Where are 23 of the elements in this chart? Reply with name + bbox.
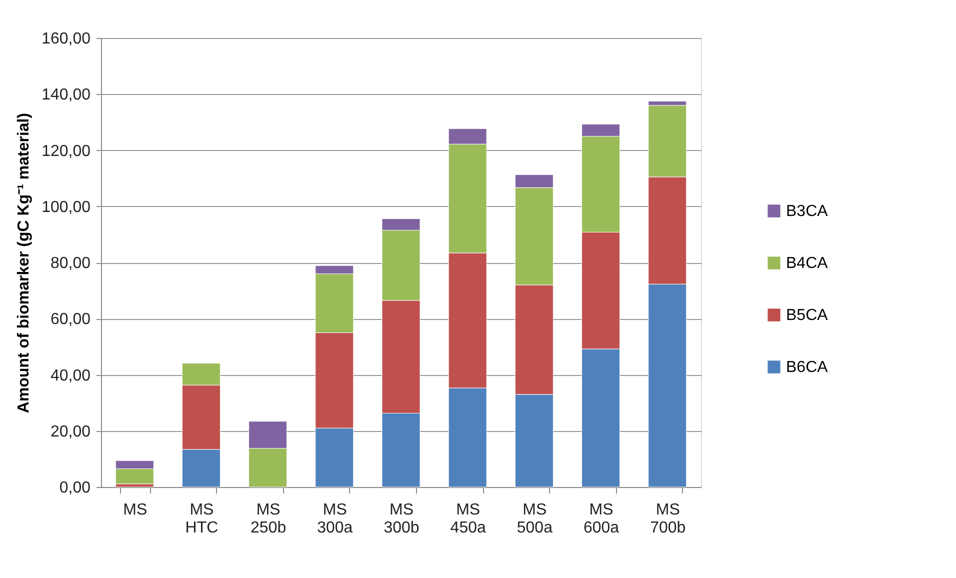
y-tick-label: 40,00 <box>50 367 91 384</box>
x-tick-label: MS 250b <box>250 502 286 536</box>
y-tick-label: 20,00 <box>50 423 91 440</box>
x-tick-label: MS 450a <box>450 502 486 536</box>
y-tick-label: 60,00 <box>50 311 91 328</box>
y-tick-label: 100,00 <box>42 198 91 216</box>
x-tick-label: MS HTC <box>185 502 218 536</box>
x-tick-label: MS 500a <box>516 502 553 536</box>
x-tick-label: MS <box>123 502 148 518</box>
y-axis-title: Amount of biomarker (gC Kg⁻¹ material) <box>16 112 33 414</box>
x-tick-label: MS 700b <box>650 502 686 536</box>
legend-label: B4CA <box>786 255 828 272</box>
x-tick-label: MS 300a <box>317 502 353 536</box>
y-tick-label: 0,00 <box>59 480 91 496</box>
y-tick-label: 160,00 <box>42 30 91 48</box>
y-tick-label: 140,00 <box>42 86 91 104</box>
y-tick-label: 120,00 <box>42 142 91 160</box>
x-tick-label: MS 300b <box>384 502 420 536</box>
legend-label: B3CA <box>786 203 828 220</box>
x-tick-label: MS 600a <box>583 502 620 536</box>
y-tick-label: 80,00 <box>50 255 91 272</box>
legend-label: B5CA <box>786 307 828 324</box>
legend-label: B6CA <box>786 359 828 376</box>
